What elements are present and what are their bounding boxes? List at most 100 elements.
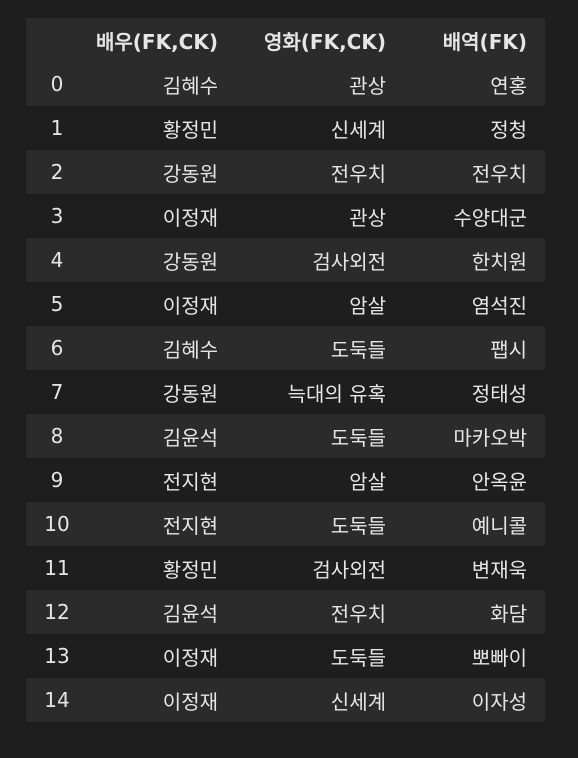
cell-movie: 전우치 bbox=[236, 150, 404, 194]
table-body: 0 김혜수 관상 연홍 1 황정민 신세계 정청 2 강동원 전우치 전우치 3… bbox=[26, 62, 545, 722]
cell-actor-text: 이정재 bbox=[162, 645, 218, 670]
row-index: 13 bbox=[44, 644, 70, 668]
header-row: 배우(FK,CK) 영화(FK,CK) 배역(FK) bbox=[26, 18, 545, 62]
cell-movie-text: 신세계 bbox=[330, 117, 386, 142]
cell-actor-text: 김혜수 bbox=[162, 73, 218, 98]
cell-movie: 신세계 bbox=[236, 106, 404, 150]
cell-actor: 이정재 bbox=[88, 282, 236, 326]
dataframe-table: 배우(FK,CK) 영화(FK,CK) 배역(FK) 0 김혜수 관상 연홍 1… bbox=[26, 18, 545, 722]
cell-role: 정청 bbox=[404, 106, 545, 150]
cell-role: 안옥윤 bbox=[404, 458, 545, 502]
cell-movie-text: 신세계 bbox=[330, 689, 386, 714]
column-header-actor-label: 배우(FK,CK) bbox=[95, 29, 218, 54]
cell-role: 한치원 bbox=[404, 238, 545, 282]
cell-movie: 관상 bbox=[236, 62, 404, 106]
cell-movie-text: 관상 bbox=[349, 73, 386, 98]
cell-actor: 김혜수 bbox=[88, 62, 236, 106]
cell-actor: 김윤석 bbox=[88, 414, 236, 458]
cell-movie: 신세계 bbox=[236, 678, 404, 722]
cell-actor-text: 강동원 bbox=[162, 249, 218, 274]
cell-actor: 황정민 bbox=[88, 546, 236, 590]
cell-role-text: 팹시 bbox=[490, 337, 527, 362]
table-row: 13 이정재 도둑들 뽀빠이 bbox=[26, 634, 545, 678]
cell-role: 뽀빠이 bbox=[404, 634, 545, 678]
column-header-movie-label: 영화(FK,CK) bbox=[263, 29, 386, 54]
row-index: 0 bbox=[50, 72, 64, 96]
row-index: 2 bbox=[50, 160, 64, 184]
cell-movie: 검사외전 bbox=[236, 546, 404, 590]
cell-actor-text: 이정재 bbox=[162, 205, 218, 230]
cell-actor: 강동원 bbox=[88, 238, 236, 282]
cell-actor-text: 김윤석 bbox=[162, 425, 218, 450]
cell-movie: 관상 bbox=[236, 194, 404, 238]
cell-actor-text: 전지현 bbox=[162, 513, 218, 538]
row-index: 14 bbox=[44, 688, 70, 712]
cell-movie: 늑대의 유혹 bbox=[236, 370, 404, 414]
row-index: 9 bbox=[50, 468, 64, 492]
cell-actor: 전지현 bbox=[88, 458, 236, 502]
cell-movie: 전우치 bbox=[236, 590, 404, 634]
row-index: 6 bbox=[50, 336, 64, 360]
cell-movie: 암살 bbox=[236, 458, 404, 502]
cell-actor-text: 전지현 bbox=[162, 469, 218, 494]
cell-role-text: 전우치 bbox=[471, 161, 527, 186]
row-index: 1 bbox=[50, 116, 64, 140]
cell-movie-text: 관상 bbox=[349, 205, 386, 230]
cell-actor-text: 황정민 bbox=[162, 557, 218, 582]
cell-role-text: 마카오박 bbox=[453, 425, 527, 450]
cell-role: 연홍 bbox=[404, 62, 545, 106]
cell-role: 예니콜 bbox=[404, 502, 545, 546]
row-index: 12 bbox=[44, 600, 70, 624]
cell-actor: 김혜수 bbox=[88, 326, 236, 370]
cell-movie-text: 도둑들 bbox=[330, 337, 386, 362]
cell-movie-text: 도둑들 bbox=[330, 645, 386, 670]
cell-movie-text: 도둑들 bbox=[330, 425, 386, 450]
table-row: 10 전지현 도둑들 예니콜 bbox=[26, 502, 545, 546]
cell-movie-text: 암살 bbox=[349, 293, 386, 318]
cell-actor: 전지현 bbox=[88, 502, 236, 546]
row-index: 3 bbox=[50, 204, 64, 228]
cell-movie-text: 늑대의 유혹 bbox=[287, 381, 386, 406]
cell-actor-text: 이정재 bbox=[162, 689, 218, 714]
cell-role-text: 연홍 bbox=[490, 73, 527, 98]
cell-role-text: 이자성 bbox=[471, 689, 527, 714]
cell-role-text: 수양대군 bbox=[453, 205, 527, 230]
cell-actor: 강동원 bbox=[88, 370, 236, 414]
cell-movie: 도둑들 bbox=[236, 326, 404, 370]
row-index: 10 bbox=[44, 512, 70, 536]
cell-role: 변재욱 bbox=[404, 546, 545, 590]
cell-movie: 도둑들 bbox=[236, 502, 404, 546]
cell-actor-text: 김윤석 bbox=[162, 601, 218, 626]
row-index: 5 bbox=[50, 292, 64, 316]
cell-actor: 김윤석 bbox=[88, 590, 236, 634]
table-row: 11 황정민 검사외전 변재욱 bbox=[26, 546, 545, 590]
table-row: 14 이정재 신세계 이자성 bbox=[26, 678, 545, 722]
table-row: 2 강동원 전우치 전우치 bbox=[26, 150, 545, 194]
cell-actor-text: 황정민 bbox=[162, 117, 218, 142]
cell-role: 전우치 bbox=[404, 150, 545, 194]
table-row: 7 강동원 늑대의 유혹 정태성 bbox=[26, 370, 545, 414]
row-index: 11 bbox=[44, 556, 70, 580]
cell-role: 팹시 bbox=[404, 326, 545, 370]
table-row: 4 강동원 검사외전 한치원 bbox=[26, 238, 545, 282]
index-header bbox=[26, 18, 88, 62]
cell-movie-text: 전우치 bbox=[330, 601, 386, 626]
table-row: 0 김혜수 관상 연홍 bbox=[26, 62, 545, 106]
cell-role-text: 예니콜 bbox=[471, 513, 527, 538]
table-row: 8 김윤석 도둑들 마카오박 bbox=[26, 414, 545, 458]
cell-movie-text: 검사외전 bbox=[312, 557, 386, 582]
cell-actor: 이정재 bbox=[88, 194, 236, 238]
cell-movie: 도둑들 bbox=[236, 414, 404, 458]
column-header-role: 배역(FK) bbox=[404, 18, 545, 62]
cell-actor-text: 강동원 bbox=[162, 381, 218, 406]
cell-actor: 황정민 bbox=[88, 106, 236, 150]
cell-actor: 강동원 bbox=[88, 150, 236, 194]
table-header: 배우(FK,CK) 영화(FK,CK) 배역(FK) bbox=[26, 18, 545, 62]
cell-actor: 이정재 bbox=[88, 678, 236, 722]
cell-role-text: 정청 bbox=[490, 117, 527, 142]
column-header-movie: 영화(FK,CK) bbox=[236, 18, 404, 62]
cell-role: 마카오박 bbox=[404, 414, 545, 458]
cell-role-text: 화담 bbox=[490, 601, 527, 626]
cell-role: 이자성 bbox=[404, 678, 545, 722]
